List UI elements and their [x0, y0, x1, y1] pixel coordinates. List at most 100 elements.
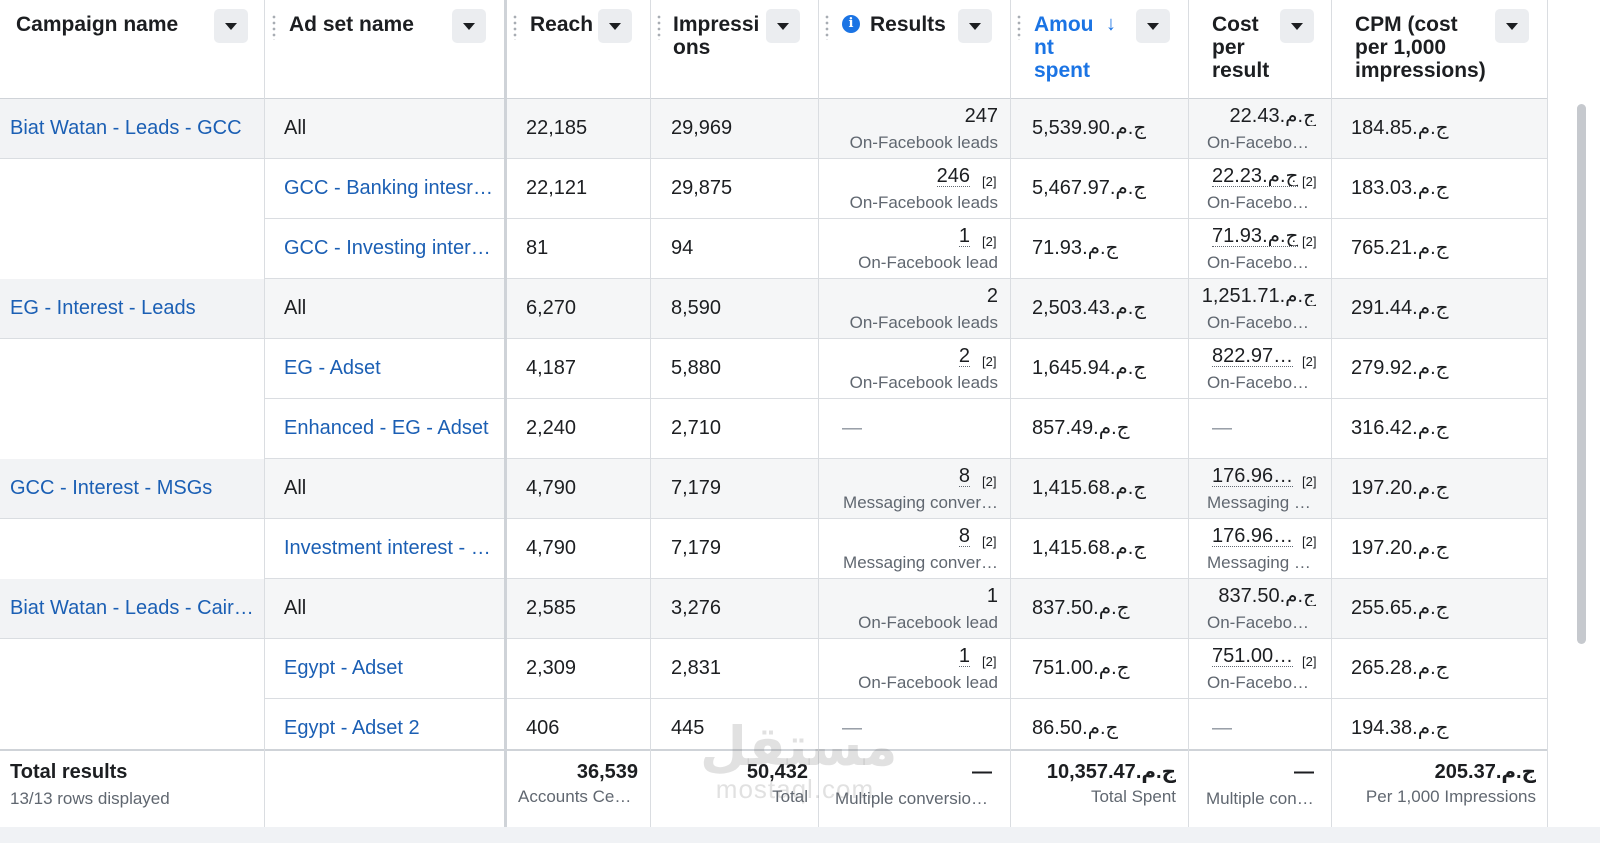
cpm-value: ج.م.197.20 [1351, 537, 1449, 559]
cost-footnote[interactable]: [2] [1302, 474, 1317, 489]
column-header-adset[interactable]: Ad set name [264, 0, 504, 99]
drag-handle-icon[interactable] [272, 14, 276, 40]
cost-per-result-value: — [1212, 417, 1232, 439]
results-footnote[interactable]: [2] [982, 534, 997, 549]
drag-handle-icon[interactable] [1017, 14, 1021, 40]
campaign-row[interactable]: Biat Watan - Leads - Cair… All 2,585 3,276 1… [0, 579, 1548, 639]
adset-name-link[interactable]: Egypt - Adset 2 [284, 717, 420, 739]
adset-row[interactable]: EG - Adset 4,187 5,880 2 [2] On-Facebook lead… [0, 339, 1548, 399]
column-divider [1010, 0, 1011, 843]
adset-row[interactable]: Enhanced - EG - Adset 2,240 2,710 — ج.م.857.… [0, 399, 1548, 459]
adset-name-link[interactable]: GCC - Banking intesr… [284, 177, 493, 199]
adset-name-link[interactable]: GCC - Investing inter… [284, 237, 491, 259]
cost-per-result-value[interactable]: 176.96… [1212, 526, 1294, 547]
adset-name-link[interactable]: Enhanced - EG - Adset [284, 417, 489, 439]
cost-footnote[interactable]: [2] [1302, 234, 1317, 249]
table-footer-totals: Total results 13/13 rows displayed 36,53… [0, 749, 1548, 827]
cost-per-result-value[interactable]: ج.م.71.93 [1212, 226, 1299, 247]
frozen-column-divider [504, 0, 507, 843]
column-header-results[interactable]: i Results [818, 0, 1010, 99]
adset-name-link[interactable]: EG - Adset [284, 357, 381, 379]
amount-spent-value: ج.م.837.50 [1032, 597, 1130, 619]
cost-per-result-value[interactable]: 822.97… [1212, 346, 1294, 367]
campaign-row[interactable]: Biat Watan - Leads - GCC All 22,185 29,969 2… [0, 99, 1548, 159]
column-title: Amou nt spent [1034, 13, 1094, 82]
column-header-campaign[interactable]: Campaign name [0, 0, 264, 99]
results-value[interactable]: 8 [958, 526, 970, 547]
cost-per-result-value[interactable]: 751.00… [1212, 646, 1294, 667]
column-menu-button[interactable] [1495, 9, 1529, 43]
column-menu-button[interactable] [214, 9, 248, 43]
results-footnote[interactable]: [2] [982, 354, 997, 369]
results-value[interactable]: 246 [936, 166, 970, 187]
total-cost-per-result: — [1294, 761, 1314, 783]
results-value[interactable]: 1 [958, 646, 970, 667]
impressions-value: 7,179 [671, 537, 722, 559]
cpm-value: ج.م.265.28 [1351, 657, 1449, 679]
results-value[interactable]: 8 [958, 466, 970, 487]
column-header-impressions[interactable]: Impressi ons [650, 0, 818, 99]
table-cell [818, 99, 1010, 159]
column-menu-button[interactable] [1280, 9, 1314, 43]
table-cell [1010, 279, 1188, 339]
column-menu-button[interactable] [766, 9, 800, 43]
results-value: 2 [986, 286, 998, 306]
table-cell [1331, 159, 1548, 219]
column-header-cost-per-result[interactable]: Cost per result [1188, 0, 1331, 99]
column-title: Campaign name [16, 13, 179, 36]
campaign-name-link[interactable]: EG - Interest - Leads [10, 297, 196, 319]
cost-footnote[interactable]: [2] [1302, 354, 1317, 369]
results-value[interactable]: 1 [958, 226, 970, 247]
campaign-name-link[interactable]: GCC - Interest - MSGs [10, 477, 213, 499]
column-menu-button[interactable] [452, 9, 486, 43]
adset-row[interactable]: GCC - Banking intesr… 22,121 29,875 246 [2] O… [0, 159, 1548, 219]
drag-handle-icon[interactable] [513, 14, 517, 40]
campaign-name-link[interactable]: Biat Watan - Leads - Cair… [10, 597, 254, 619]
sort-descending-icon[interactable]: ↓ [1106, 13, 1116, 35]
table-cell [1010, 519, 1188, 579]
adset-row[interactable]: Egypt - Adset 2,309 2,831 1 [2] On-Facebook l… [0, 639, 1548, 699]
amount-spent-value: ج.م.5,539.90 [1032, 117, 1147, 139]
table-cell [1331, 219, 1548, 279]
cost-footnote[interactable]: [2] [1302, 534, 1317, 549]
column-menu-button[interactable] [598, 9, 632, 43]
cost-per-result-value[interactable]: ج.م.22.23 [1212, 166, 1299, 187]
campaign-row[interactable]: GCC - Interest - MSGs All 4,790 7,179 8 [2] Me… [0, 459, 1548, 519]
column-header-cpm[interactable]: CPM (cost per 1,000 impressions) [1331, 0, 1548, 99]
campaign-name-link[interactable]: Biat Watan - Leads - GCC [10, 117, 242, 139]
column-menu-button[interactable] [1136, 9, 1170, 43]
table-cell [264, 219, 506, 279]
cost-per-result-value[interactable]: 176.96… [1212, 466, 1294, 487]
drag-handle-icon[interactable] [657, 14, 661, 40]
adset-row[interactable]: GCC - Investing inter… 81 94 1 [2] On-Faceboo… [0, 219, 1548, 279]
column-header-reach[interactable]: Reach [506, 0, 650, 99]
results-footnote[interactable]: [2] [982, 654, 997, 669]
cost-per-result-caption: On-Faceboo… [1207, 193, 1315, 212]
table-cell [1010, 579, 1188, 639]
column-header-amount-spent[interactable]: Amou nt spent ↓ [1010, 0, 1188, 99]
column-menu-button[interactable] [958, 9, 992, 43]
table-cell [1331, 99, 1548, 159]
cost-footnote[interactable]: [2] [1302, 654, 1317, 669]
results-footnote[interactable]: [2] [982, 174, 997, 189]
amount-spent-value: ج.م.1,645.94 [1032, 357, 1147, 379]
scrollbar-thumb[interactable] [1577, 104, 1586, 644]
adset-row[interactable]: Investment interest - … 4,790 7,179 8 [2] Mes… [0, 519, 1548, 579]
total-reach-caption: Accounts Cen… [518, 787, 638, 806]
results-value: 247 [964, 106, 998, 126]
table-cell [1188, 459, 1331, 519]
adset-name-link[interactable]: Investment interest - … [284, 537, 491, 559]
info-icon[interactable]: i [842, 15, 860, 33]
campaign-row[interactable]: EG - Interest - Leads All 6,270 8,590 2 On-Fa… [0, 279, 1548, 339]
drag-handle-icon[interactable] [825, 14, 829, 40]
cpm-value: ج.م.316.42 [1351, 417, 1449, 439]
results-footnote[interactable]: [2] [982, 234, 997, 249]
table-cell [506, 219, 650, 279]
horizontal-scroll-area[interactable] [0, 827, 1600, 843]
results-value[interactable]: 2 [958, 346, 970, 367]
results-footnote[interactable]: [2] [982, 474, 997, 489]
cost-footnote[interactable]: [2] [1302, 174, 1317, 189]
adset-name-link[interactable]: Egypt - Adset [284, 657, 403, 679]
table-cell [1188, 219, 1331, 279]
table-cell [1010, 219, 1188, 279]
